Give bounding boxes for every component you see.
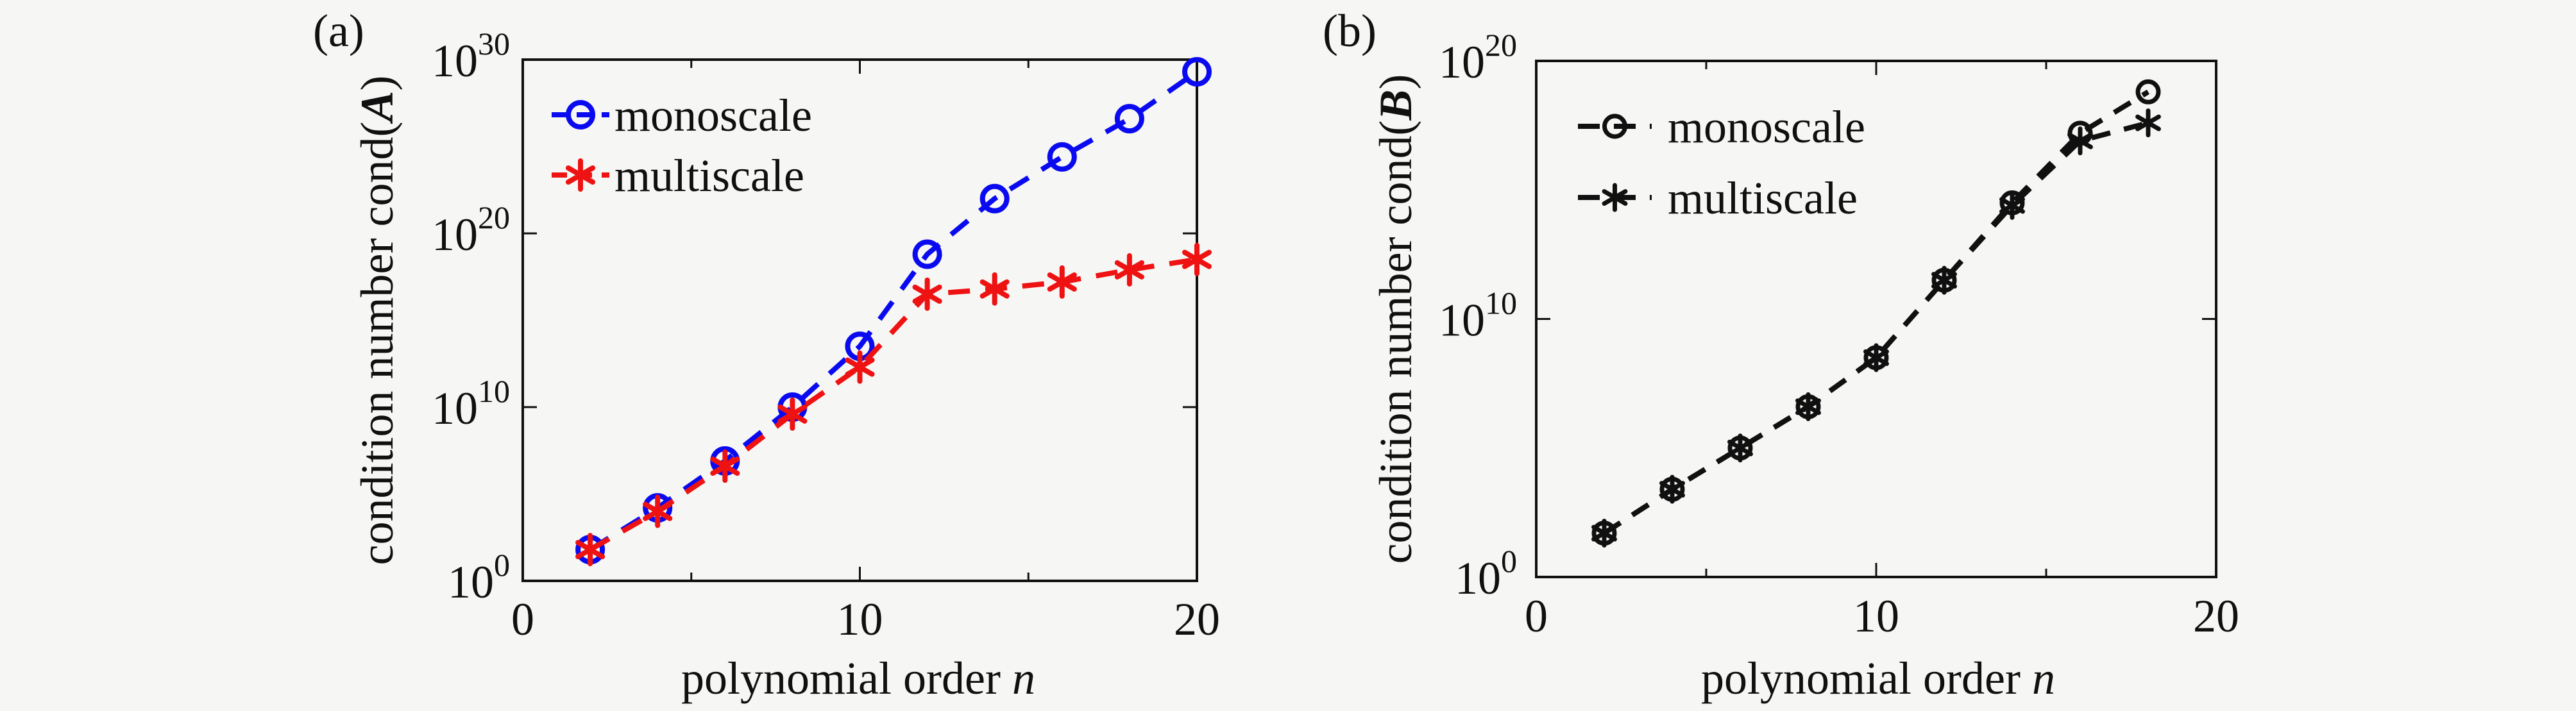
point-a-monoscale-n16-circle-marker: [1047, 142, 1077, 172]
panel-label-b: (b): [1323, 5, 1377, 56]
point-a-multiscale-n18-asterisk-marker: [1114, 253, 1144, 287]
point-b-multiscale-n16-asterisk-marker: [2067, 126, 2093, 156]
y-axis-label-a: condition number cond(A): [352, 76, 403, 565]
series-line-a-multiscale: [589, 256, 1198, 552]
point-b-monoscale-n18-circle-marker: [2135, 79, 2161, 105]
panel-label-a: (a): [313, 5, 364, 56]
point-a-multiscale-n8-asterisk-marker: [777, 397, 808, 431]
point-a-monoscale-n20-circle-marker: [1182, 56, 1212, 87]
legend-label-b-monoscale: monoscale: [1668, 101, 1865, 153]
point-b-multiscale-n10-asterisk-marker: [1863, 343, 1889, 372]
point-a-multiscale-n16-asterisk-marker: [1047, 265, 1077, 299]
series-line-b-multiscale: [1602, 120, 2149, 535]
x-tick-label-b-0: 0: [1525, 590, 1548, 642]
axes-box-b: [1535, 60, 2217, 578]
point-a-multiscale-n12-asterisk-marker: [912, 277, 942, 311]
x-tick-label-a-20: 20: [1174, 594, 1220, 645]
legend-entry-a-monoscale: monoscale: [552, 90, 812, 141]
x-axis-label-b: polynomial order n: [1701, 653, 2055, 704]
series-markers-a-multiscale: [575, 242, 1212, 567]
legend-entry-b-multiscale: multiscale: [1578, 172, 1858, 224]
point-b-multiscale-n8-asterisk-marker: [1795, 392, 1821, 421]
legend-label-a-multiscale: multiscale: [614, 150, 804, 201]
series-line-b-monoscale: [1602, 89, 2150, 535]
x-tick-label-a-0: 0: [511, 594, 534, 645]
y-tick-label-b-1e10: 1010: [1439, 285, 1517, 346]
series-markers-b-multiscale: [1591, 108, 2161, 548]
legend-entry-a-multiscale: multiscale: [552, 150, 804, 201]
point-b-multiscale-n18-asterisk-marker: [2135, 108, 2161, 138]
legend-b: monoscale multiscale: [1578, 101, 1865, 224]
ticks-b: [1535, 60, 2217, 578]
y-tick-label-b-1e20: 1020: [1439, 27, 1517, 88]
point-a-multiscale-n14-asterisk-marker: [979, 272, 1010, 306]
point-a-monoscale-n14-circle-marker: [979, 183, 1010, 213]
y-tick-label-a-1e10: 1010: [432, 373, 510, 434]
x-tick-label-a-10: 10: [837, 594, 883, 645]
legend-a-multiscale-asterisk-marker: [565, 158, 596, 192]
x-tick-label-b-10: 10: [1853, 590, 1899, 642]
point-b-multiscale-n4-asterisk-marker: [1659, 474, 1685, 504]
legend-a: monoscale multiscale: [552, 90, 812, 201]
x-axis-label-a: polynomial order n: [681, 653, 1035, 704]
point-b-multiscale-n6-asterisk-marker: [1727, 433, 1753, 463]
point-a-multiscale-n2-asterisk-marker: [575, 533, 606, 567]
y-axis-label-b: condition number cond(B): [1370, 74, 1421, 564]
y-tick-label-b-1e0: 100: [1455, 543, 1517, 604]
point-a-multiscale-n6-asterisk-marker: [710, 449, 740, 483]
point-a-multiscale-n20-asterisk-marker: [1182, 242, 1212, 276]
y-tick-label-a-1e20: 1020: [432, 199, 510, 260]
point-b-multiscale-n14-asterisk-marker: [1999, 190, 2025, 220]
point-b-multiscale-n12-asterisk-marker: [1931, 265, 1957, 295]
legend-b-multiscale-asterisk-marker: [1602, 183, 1628, 212]
y-tick-label-a-1e30: 1030: [432, 26, 510, 87]
legend-label-b-multiscale: multiscale: [1668, 172, 1858, 224]
legend-entry-b-monoscale: monoscale: [1578, 101, 1865, 153]
legend-label-a-monoscale: monoscale: [614, 90, 812, 141]
point-a-monoscale-n18-circle-marker: [1114, 104, 1144, 134]
x-tick-label-b-20: 20: [2193, 590, 2239, 642]
point-b-multiscale-n2-asterisk-marker: [1591, 519, 1617, 548]
point-a-multiscale-n4-asterisk-marker: [643, 494, 673, 528]
point-a-multiscale-n10-asterisk-marker: [845, 350, 875, 384]
ticks-a: [521, 58, 1198, 582]
legend-a-monoscale-circle-marker: [566, 100, 595, 130]
series-line-a-monoscale: [588, 69, 1199, 552]
legend-b-monoscale-circle-marker: [1602, 113, 1627, 139]
point-a-monoscale-n12-circle-marker: [912, 239, 942, 269]
y-tick-label-a-1e0: 100: [448, 547, 510, 608]
